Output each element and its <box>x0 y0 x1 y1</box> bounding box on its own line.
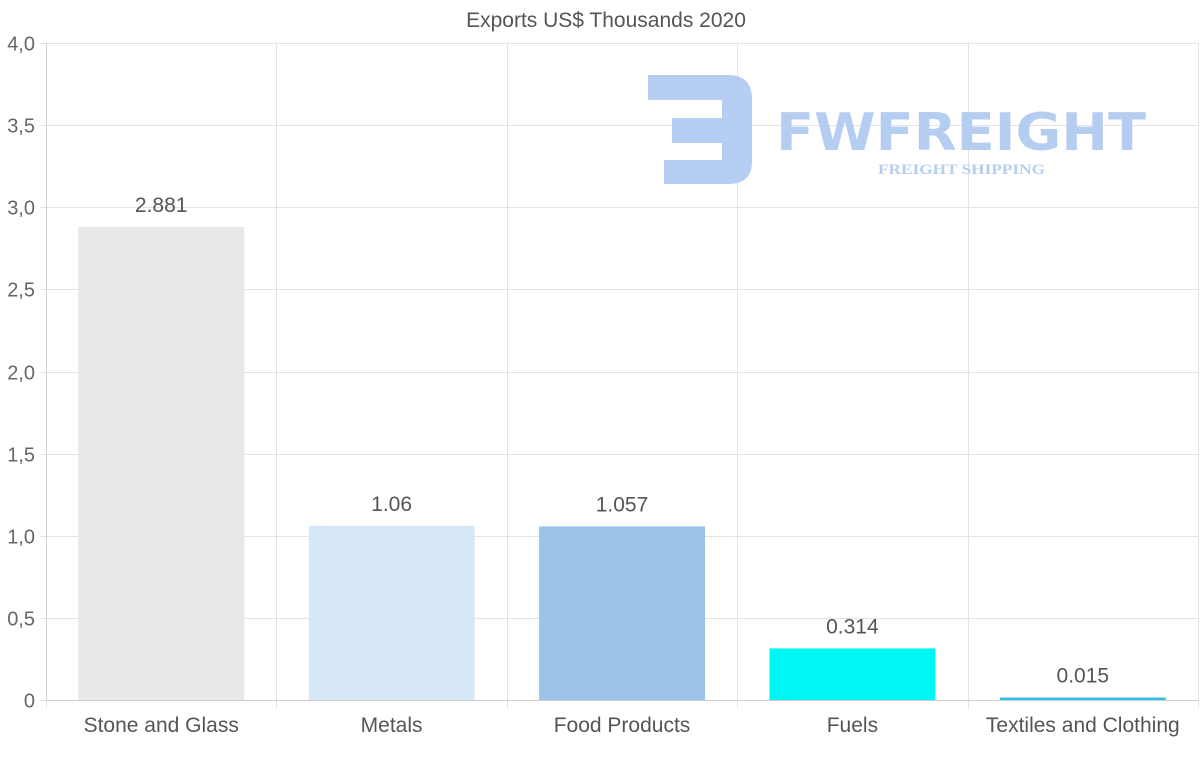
bar-value-label: 1.06 <box>371 493 412 516</box>
chart-title: Exports US$ Thousands 2020 <box>466 9 746 32</box>
bar-value-label: 1.057 <box>596 493 649 516</box>
bar <box>309 526 475 700</box>
watermark-brand: FWFREIGHT <box>776 103 1147 163</box>
bars <box>78 227 1166 700</box>
x-category-label: Stone and Glass <box>84 714 239 737</box>
x-category-label: Metals <box>361 714 423 737</box>
y-tick-label: 0 <box>24 691 35 713</box>
y-tick-label: 1,0 <box>7 527 35 549</box>
bar <box>1000 698 1166 701</box>
x-category-label: Fuels <box>827 714 878 737</box>
bar <box>539 526 705 700</box>
y-tick-label: 3,0 <box>7 198 35 220</box>
y-tick-label: 0,5 <box>7 609 35 631</box>
bar <box>78 227 244 700</box>
bar <box>770 648 936 700</box>
y-tick-label: 3,5 <box>7 116 35 138</box>
x-category-label: Food Products <box>554 714 691 737</box>
y-tick-label: 2,5 <box>7 280 35 302</box>
bar-value-label: 2.881 <box>135 194 188 217</box>
watermark-tagline: FREIGHT SHIPPING <box>878 162 1045 178</box>
watermark-logo: FWFREIGHT FREIGHT SHIPPING <box>648 75 1147 184</box>
y-tick-label: 2,0 <box>7 363 35 385</box>
y-tick-label: 1,5 <box>7 445 35 467</box>
bar-value-label: 0.015 <box>1057 665 1110 688</box>
bar-chart: Exports US$ Thousands 2020 FWFREIGHT FRE… <box>0 0 1200 763</box>
bar-value-label: 0.314 <box>826 615 879 638</box>
fwfreight-logo-icon <box>648 75 752 184</box>
y-tick-label: 4,0 <box>7 34 35 56</box>
x-category-label: Textiles and Clothing <box>986 714 1180 737</box>
